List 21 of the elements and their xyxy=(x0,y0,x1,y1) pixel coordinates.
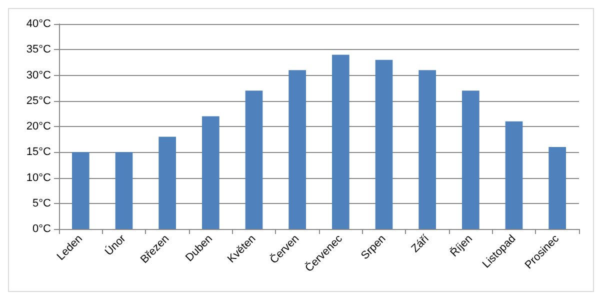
y-tick-label: 5°C xyxy=(32,197,52,210)
bar xyxy=(288,70,306,229)
bar xyxy=(548,147,566,229)
bar xyxy=(418,70,436,229)
y-tick-label: 20°C xyxy=(26,120,52,132)
y-tick-label: 15°C xyxy=(26,146,52,158)
bar xyxy=(332,54,350,229)
bar xyxy=(245,90,263,229)
y-tick-label: 40°C xyxy=(26,18,52,30)
y-tick-label: 0°C xyxy=(32,223,52,235)
bar xyxy=(375,60,393,229)
bar xyxy=(72,152,90,229)
y-tick-label: 10°C xyxy=(26,172,52,184)
bar xyxy=(202,116,220,229)
bar xyxy=(505,121,523,229)
bar xyxy=(462,90,480,229)
y-tick-label: 25°C xyxy=(26,94,52,107)
y-tick-label: 35°C xyxy=(26,44,52,56)
bar xyxy=(158,136,176,229)
bar xyxy=(115,152,133,229)
y-tick-label: 30°C xyxy=(26,69,52,82)
